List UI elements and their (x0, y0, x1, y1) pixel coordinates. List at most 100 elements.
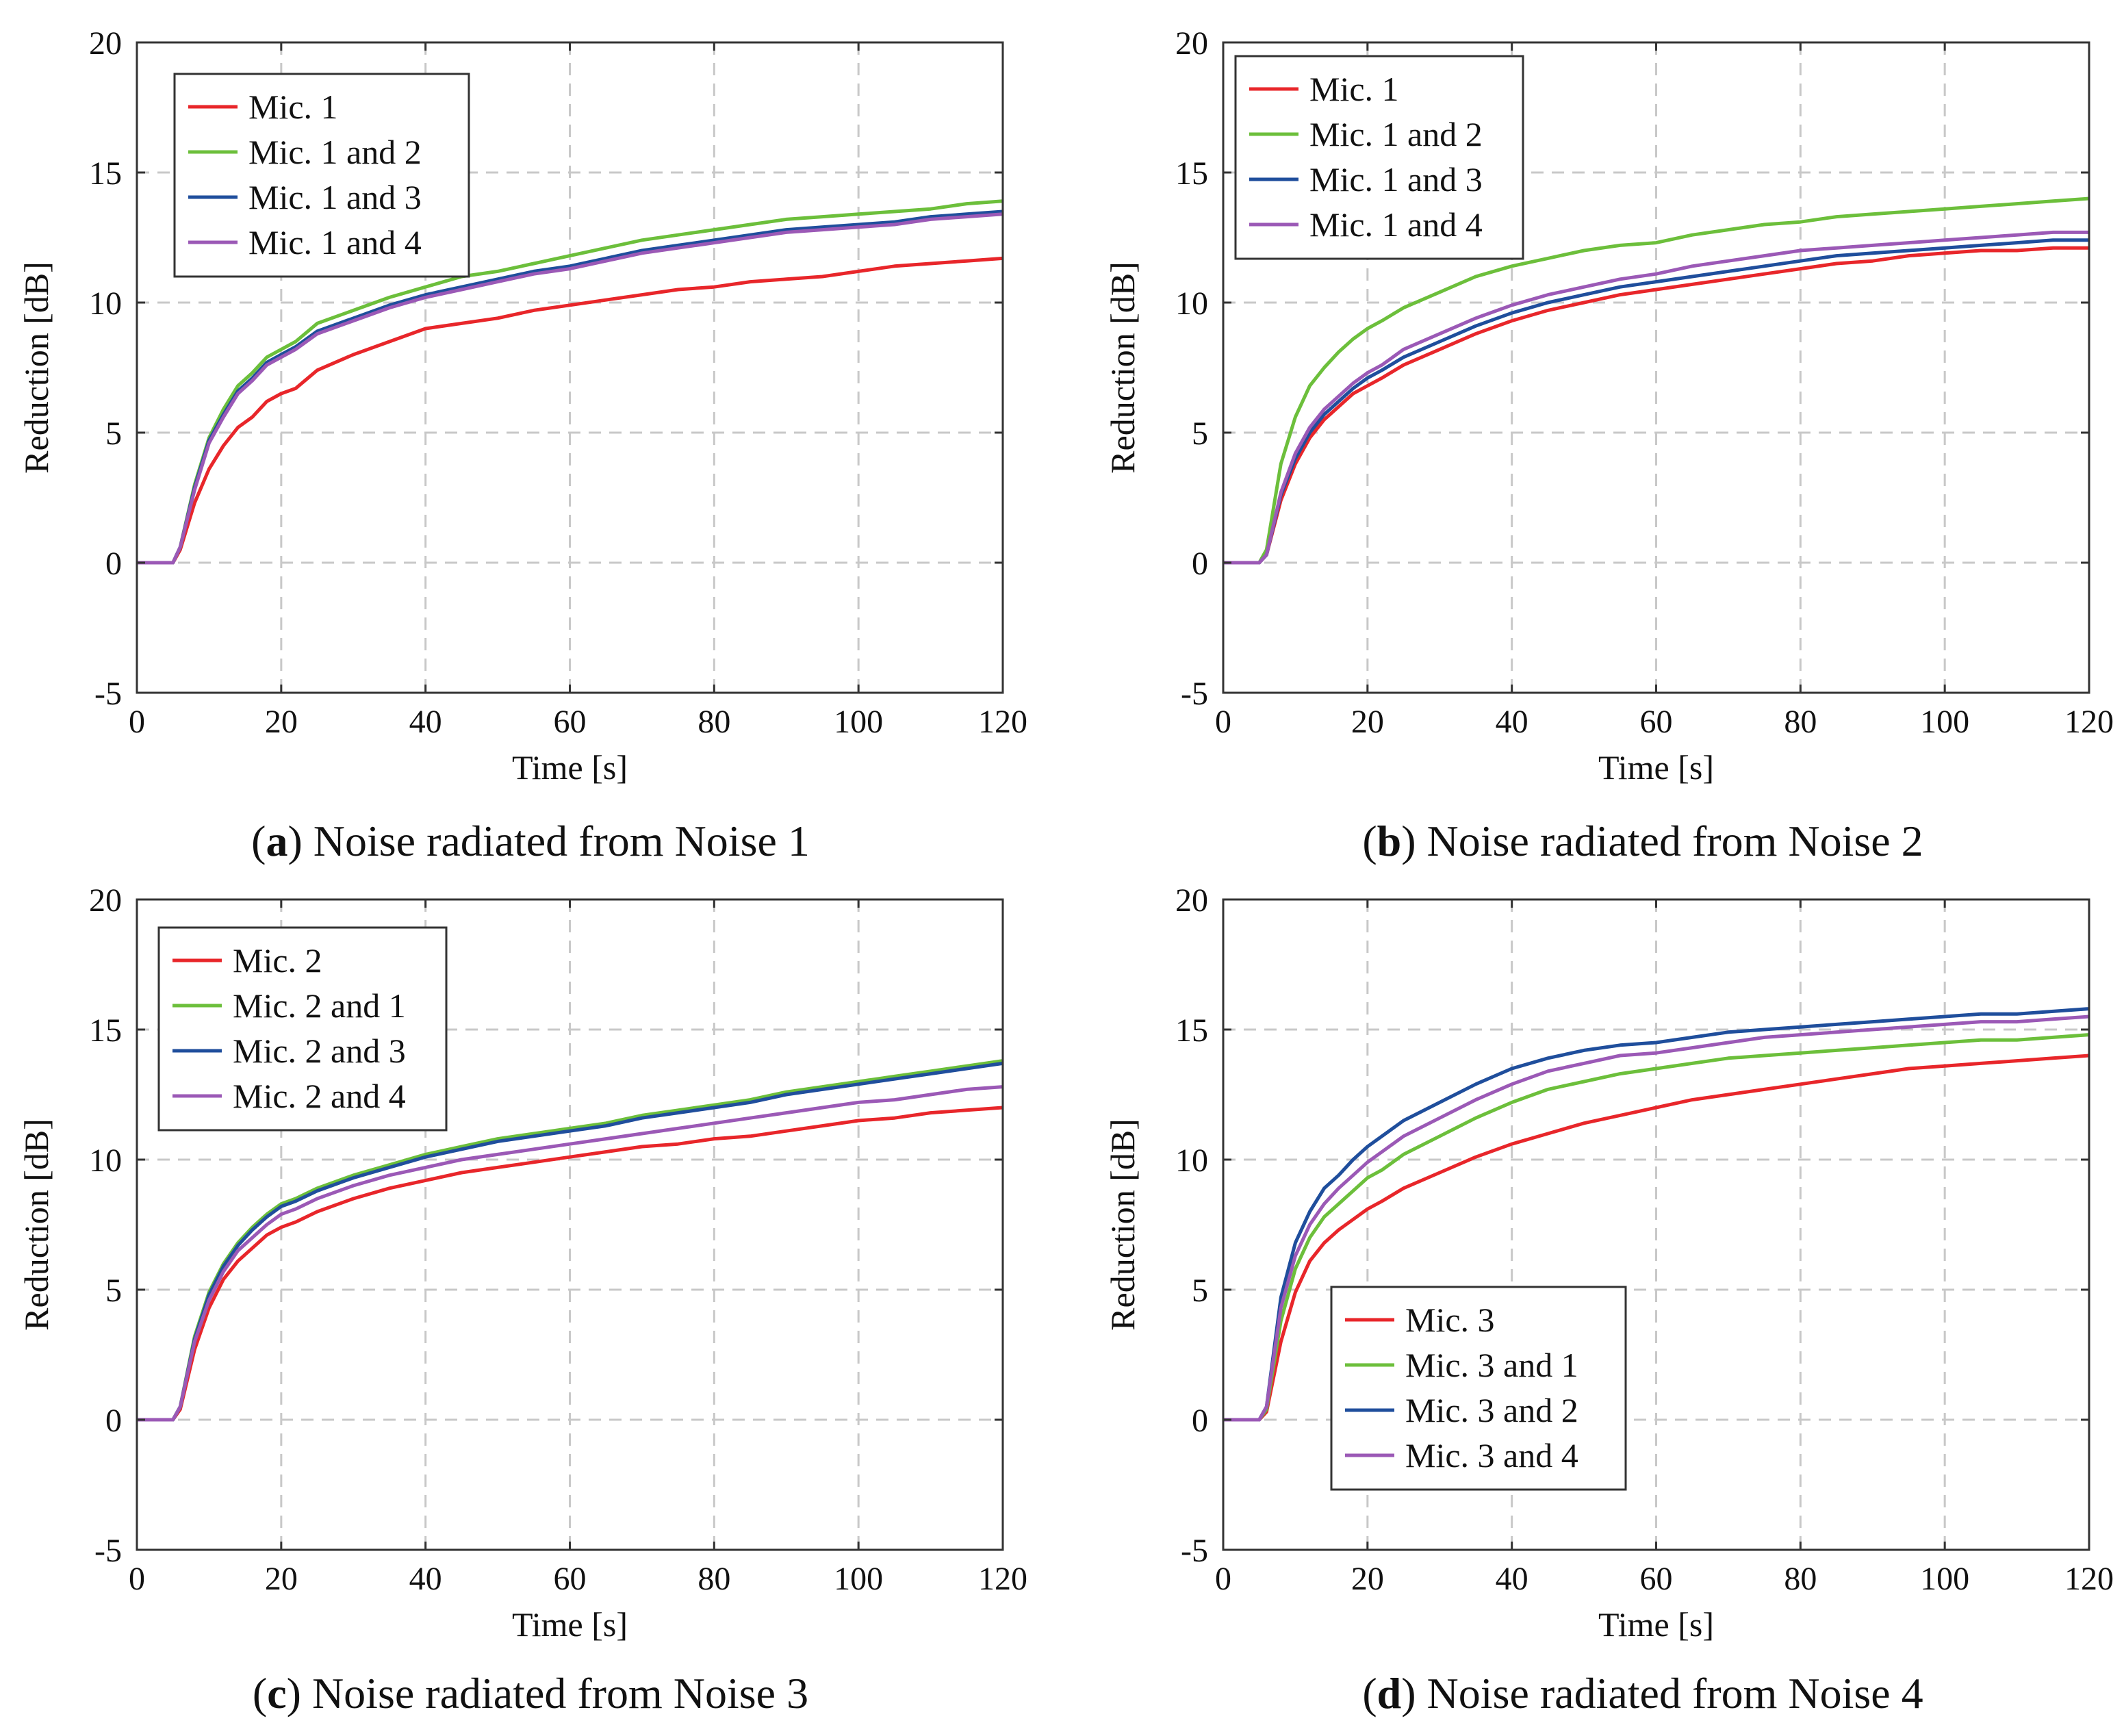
legend: Mic. 1 Mic. 1 and 2 Mic. 1 and 3 Mic. 1 and… (173, 73, 470, 278)
legend-label: Mic. 1 and 2 (248, 133, 422, 171)
legend-label: Mic. 2 and 3 (233, 1032, 406, 1070)
legend-label: Mic. 1 and 3 (248, 178, 422, 216)
y-tick-label: 0 (1192, 546, 1208, 582)
legend-label: Mic. 1 (1309, 70, 1399, 108)
y-axis-label: Reduction [dB] (17, 1119, 55, 1331)
x-tick-label: 40 (409, 1561, 442, 1597)
y-tick-label: 20 (1175, 25, 1208, 62)
legend-label: Mic. 3 and 4 (1405, 1436, 1578, 1475)
x-tick-label: 100 (834, 704, 883, 740)
legend: Mic. 1 Mic. 1 and 2 Mic. 1 and 3 Mic. 1 and… (1234, 55, 1524, 260)
legend-label: Mic. 3 and 1 (1405, 1346, 1578, 1384)
series-line-4 (1223, 230, 2089, 565)
y-tick-label: 10 (1175, 1143, 1208, 1179)
chart-caption: (c) Noise radiated from Noise 3 (253, 1669, 808, 1718)
x-tick-label: 0 (1215, 704, 1231, 740)
x-tick-label: 40 (1496, 1561, 1528, 1597)
x-tick-label: 20 (1351, 704, 1384, 740)
x-tick-label: 40 (1496, 704, 1528, 740)
y-tick-label: 0 (1192, 1403, 1208, 1439)
legend-label: Mic. 2 and 1 (233, 986, 406, 1025)
x-tick-label: 80 (1784, 1561, 1817, 1597)
x-tick-label: 120 (2064, 1561, 2114, 1597)
chart-caption: (d) Noise radiated from Noise 4 (1362, 1669, 1923, 1718)
series-line-2 (1223, 1033, 2090, 1422)
y-tick-label: 20 (89, 25, 122, 62)
x-tick-label: 100 (1920, 704, 1969, 740)
x-tick-label: 80 (698, 704, 730, 740)
x-tick-label: 100 (1920, 1561, 1969, 1597)
y-axis-label: Reduction [dB] (17, 261, 55, 474)
y-tick-label: 10 (89, 1143, 122, 1179)
y-tick-label: 5 (1192, 1273, 1208, 1309)
x-tick-label: 20 (1351, 1561, 1384, 1597)
chart-caption: (a) Noise radiated from Noise 1 (251, 817, 810, 865)
x-tick-label: 0 (129, 704, 145, 740)
series-line-3 (1223, 238, 2089, 565)
legend-label: Mic. 2 (233, 941, 322, 980)
y-tick-label: 10 (89, 285, 122, 322)
y-tick-label: 20 (1175, 882, 1208, 919)
legend-label: Mic. 3 (1405, 1301, 1495, 1339)
y-tick-label: 15 (1175, 1012, 1208, 1049)
legend: Mic. 2 Mic. 2 and 1 Mic. 2 and 3 Mic. 2 and… (157, 926, 448, 1132)
x-axis-label: Time [s] (1598, 1605, 1714, 1644)
x-axis-label: Time [s] (512, 748, 628, 787)
series-line-1 (1223, 1054, 2090, 1422)
x-tick-label: 20 (265, 1561, 298, 1597)
x-tick-label: 120 (978, 704, 1027, 740)
x-tick-label: 20 (265, 704, 298, 740)
x-tick-label: 60 (1640, 1561, 1673, 1597)
legend-label: Mic. 1 (248, 88, 338, 126)
series-line-4 (137, 1085, 1003, 1422)
x-tick-label: 60 (554, 1561, 587, 1597)
y-tick-label: 5 (105, 1273, 122, 1309)
y-tick-label: 5 (1192, 416, 1208, 452)
x-tick-label: 0 (129, 1561, 145, 1597)
y-tick-label: 20 (89, 882, 122, 919)
y-tick-label: -5 (1181, 676, 1208, 712)
series-line-4 (1223, 1014, 2090, 1422)
y-tick-label: 10 (1175, 285, 1208, 322)
x-tick-label: 80 (1784, 704, 1817, 740)
y-tick-label: -5 (1181, 1533, 1208, 1569)
x-tick-label: 120 (978, 1561, 1027, 1597)
x-tick-label: 80 (698, 1561, 730, 1597)
x-tick-label: 100 (834, 1561, 883, 1597)
legend-label: Mic. 2 and 4 (233, 1077, 406, 1115)
y-tick-label: 0 (105, 1403, 122, 1439)
legend-label: Mic. 1 and 3 (1309, 160, 1483, 199)
x-axis-label: Time [s] (512, 1605, 628, 1644)
legend-label: Mic. 3 and 2 (1405, 1391, 1578, 1429)
legend-label: Mic. 1 and 4 (1309, 205, 1483, 244)
series-line-1 (137, 256, 1003, 565)
x-tick-label: 60 (554, 704, 587, 740)
y-tick-label: 15 (1175, 155, 1208, 192)
legend-label: Mic. 1 and 2 (1309, 115, 1483, 153)
y-tick-label: 15 (89, 155, 122, 192)
x-tick-label: 60 (1640, 704, 1673, 740)
y-tick-label: 5 (105, 416, 122, 452)
legend-label: Mic. 1 and 4 (248, 223, 422, 261)
y-tick-label: 15 (89, 1012, 122, 1049)
y-axis-label: Reduction [dB] (1103, 1119, 1142, 1331)
series-line-1 (1223, 246, 2089, 565)
x-tick-label: 40 (409, 704, 442, 740)
x-tick-label: 0 (1215, 1561, 1231, 1597)
y-tick-label: 0 (105, 546, 122, 582)
x-axis-label: Time [s] (1598, 748, 1714, 787)
series-line-3 (1223, 1007, 2090, 1422)
x-tick-label: 120 (2064, 704, 2114, 740)
y-tick-label: -5 (94, 676, 122, 712)
y-tick-label: -5 (94, 1533, 122, 1569)
legend: Mic. 3 Mic. 3 and 1 Mic. 3 and 2 Mic. 3 and… (1330, 1286, 1627, 1491)
y-axis-label: Reduction [dB] (1103, 261, 1142, 474)
chart-caption: (b) Noise radiated from Noise 2 (1362, 817, 1923, 865)
series-line-4 (137, 212, 1003, 565)
series-line-1 (137, 1106, 1003, 1422)
